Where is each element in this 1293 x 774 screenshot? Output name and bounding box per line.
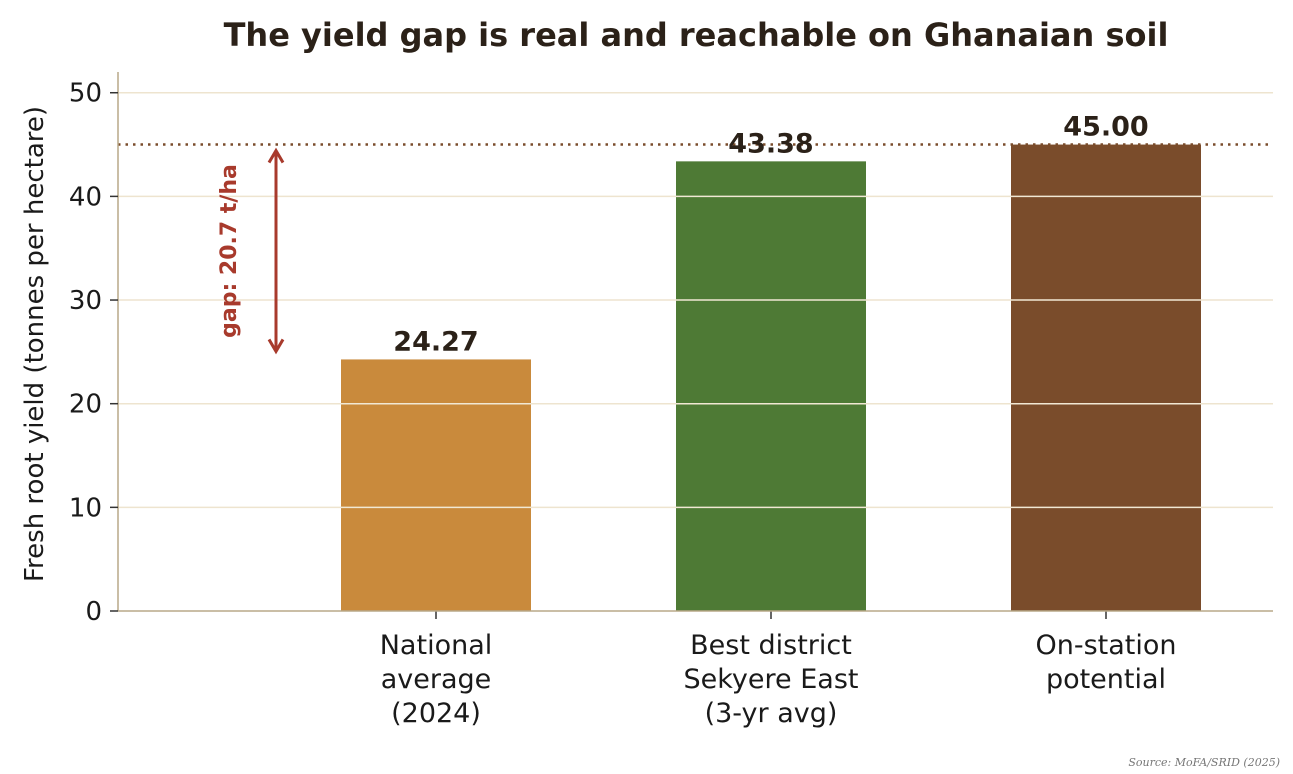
y-tick-label: 10 xyxy=(69,493,102,523)
bars xyxy=(341,144,1201,612)
source-note: Source: MoFA/SRID (2025) xyxy=(1128,756,1280,769)
bar xyxy=(341,359,531,611)
category-label: On-station potential xyxy=(1035,630,1176,695)
y-tick-label: 30 xyxy=(69,286,102,316)
gap-arrow-head-top xyxy=(267,147,285,164)
bar-value-label: 45.00 xyxy=(1063,112,1148,143)
bar xyxy=(676,161,866,611)
bar-gridline-overlay xyxy=(341,195,1201,509)
gap-annotation-label: gap: 20.7 t/ha xyxy=(217,164,242,338)
y-tick-label: 20 xyxy=(69,390,102,420)
chart-title: The yield gap is real and reachable on G… xyxy=(224,16,1169,54)
gap-annotation: gap: 20.7 t/ha xyxy=(217,147,285,355)
y-tick-label: 0 xyxy=(85,597,102,627)
y-tick-label: 40 xyxy=(69,182,102,212)
y-tick-label: 50 xyxy=(69,79,102,109)
labels: 24.27 National average (2024) 43.38 Best dist… xyxy=(69,79,1177,729)
category-label: Best district Sekyere East (3-yr avg) xyxy=(684,630,859,729)
bar-value-label: 43.38 xyxy=(728,128,813,159)
gap-arrow-head-bottom xyxy=(267,338,285,355)
bar xyxy=(1011,144,1201,612)
y-axis-label: Fresh root yield (tonnes per hectare) xyxy=(20,106,50,582)
bar-value-label: 24.27 xyxy=(393,326,478,357)
category-label: National average (2024) xyxy=(380,630,493,729)
axes xyxy=(110,72,1273,619)
